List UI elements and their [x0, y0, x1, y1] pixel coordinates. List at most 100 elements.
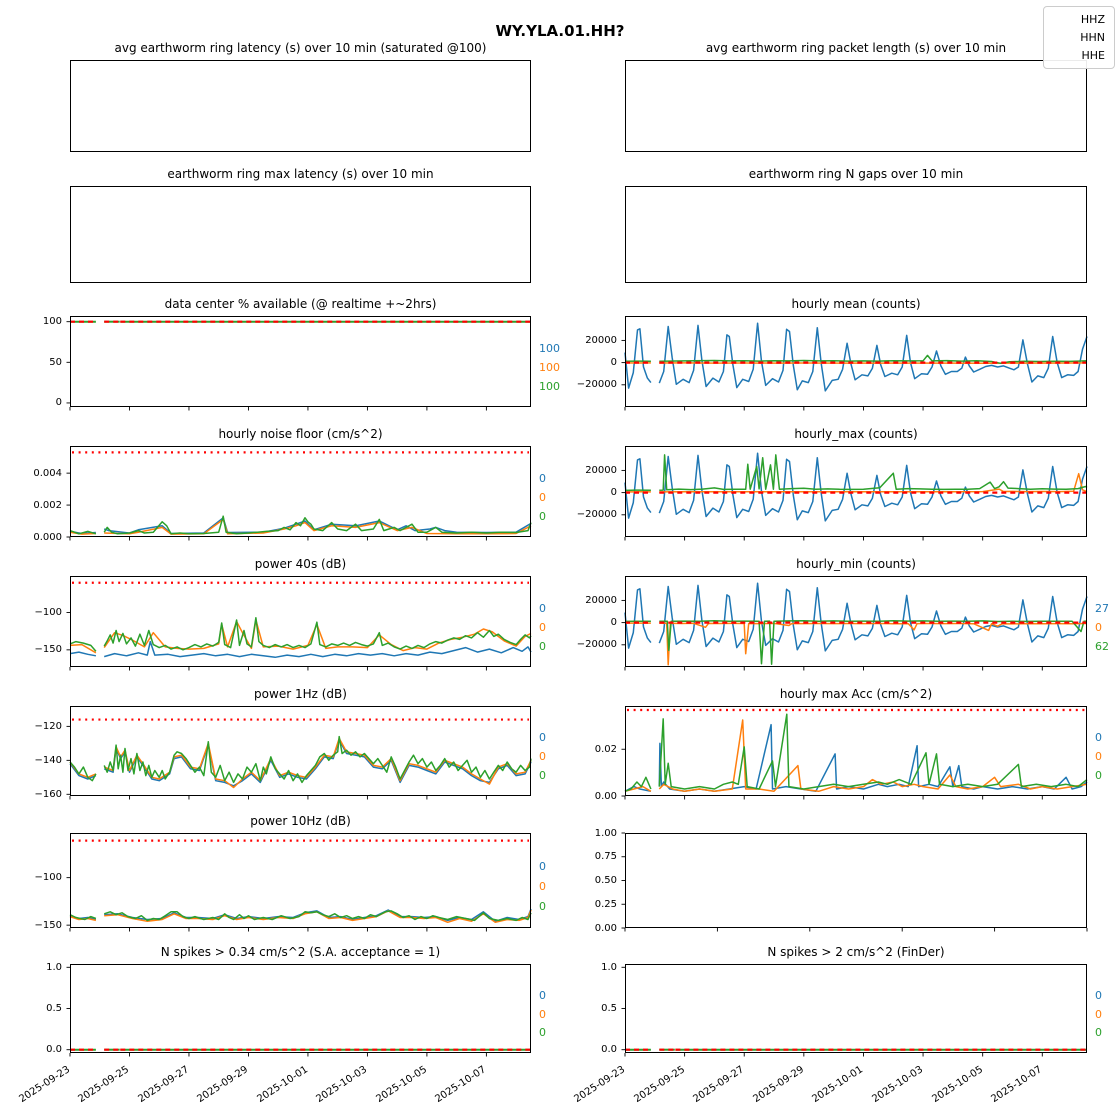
y-tick-label: 0 [610, 617, 617, 629]
plot-axes [625, 60, 1087, 152]
series-line-HHZ [69, 763, 97, 780]
legend-item-hhz: HHZ [1080, 12, 1105, 26]
series-line-HHN [658, 719, 1088, 793]
y-tick-label: −160 [34, 788, 62, 800]
y-tick-label: 0.004 [33, 467, 62, 479]
y-tick-label: 0.00 [594, 922, 617, 934]
axes-border [70, 60, 531, 152]
series-line-HHN [69, 531, 96, 535]
right-value-label: 0 [539, 860, 546, 874]
y-tick-label: 20000 [585, 334, 617, 346]
y-tick-label: 20000 [585, 464, 617, 476]
series-line-HHZ [658, 582, 1088, 652]
right-value-label: 0 [539, 639, 546, 653]
right-value-label: 0 [539, 900, 546, 914]
right-value-label: 0 [539, 471, 546, 485]
axes-border [625, 60, 1087, 152]
axes-border [70, 964, 531, 1053]
right-value-label: 100 [539, 379, 560, 393]
y-tick-label: 100 [42, 316, 62, 328]
right-value-label: 0 [539, 620, 546, 634]
axes-border [625, 833, 1087, 928]
channel-legend: HHZ HHN HHE [1043, 6, 1115, 69]
y-tick-label: −100 [34, 607, 62, 619]
series-line-HHZ [658, 452, 1088, 522]
y-tick-label: 50 [49, 356, 62, 368]
right-value-label: 62 [1095, 639, 1109, 653]
y-tick-label: 0.5 [46, 1003, 62, 1014]
right-value-label: 27 [1095, 601, 1109, 615]
plot-title: hourly_max (counts) [794, 427, 918, 441]
series-line-HHE [69, 640, 97, 652]
series-line-HHE [103, 617, 532, 651]
plot-axes [66, 576, 532, 671]
series-line-HHE [103, 735, 532, 784]
plot-axes [66, 833, 532, 932]
y-tick-label: 0.00 [594, 790, 617, 802]
axes-border [70, 576, 531, 667]
y-tick-label: 0.000 [33, 531, 62, 543]
series-line-HHZ [624, 458, 652, 519]
plot-title: hourly mean (counts) [791, 297, 921, 311]
legend-item-hhn: HHN [1080, 30, 1105, 44]
plot-title: earthworm ring max latency (s) over 10 m… [167, 167, 434, 181]
right-value-label: 100 [539, 341, 560, 355]
y-tick-label: −120 [34, 720, 62, 732]
y-tick-label: 0 [610, 357, 617, 369]
axes-border [625, 446, 1087, 537]
right-value-label: 0 [1095, 620, 1102, 634]
series-line-HHE [103, 910, 532, 922]
plot-axes [621, 446, 1088, 541]
y-tick-label: 0.02 [594, 743, 617, 755]
series-line-HHN [104, 518, 532, 535]
y-tick-label: −150 [34, 644, 62, 656]
plot-axes [66, 446, 532, 541]
right-value-label: 0 [539, 750, 546, 764]
y-tick-label: 1.0 [46, 961, 62, 973]
series-line-HHZ [658, 723, 1088, 793]
series-line-HHE [659, 354, 1088, 365]
y-tick-label: 0.5 [601, 1003, 617, 1014]
figure-title: WY.YLA.01.HH? [495, 22, 625, 40]
right-value-label: 0 [539, 989, 546, 1003]
plot-title: avg earthworm ring packet length (s) ove… [705, 41, 1007, 55]
plot-axes [621, 832, 1088, 932]
plot-title: avg earthworm ring latency (s) over 10 m… [114, 41, 487, 55]
right-value-label: 0 [1095, 750, 1102, 764]
series-line-HHE [69, 914, 97, 921]
axes-border [70, 186, 531, 283]
right-value-label: 0 [1095, 1007, 1102, 1021]
right-value-label: 0 [539, 880, 546, 894]
plot-title: power 40s (dB) [254, 557, 347, 571]
plot-title: power 10Hz (dB) [250, 814, 351, 828]
plot-axes [66, 706, 532, 800]
plot-title: hourly_min (counts) [796, 557, 916, 571]
right-value-label: 0 [1095, 731, 1102, 745]
axes-border [70, 833, 531, 928]
right-value-label: 0 [539, 769, 546, 783]
y-tick-label: −20000 [576, 379, 617, 391]
plot-axes [625, 186, 1087, 283]
series-line-HHN [69, 643, 97, 654]
right-value-label: 0 [539, 731, 546, 745]
plot-title: N spikes > 2 cm/s^2 (FinDer) [767, 945, 945, 959]
plot-axes [70, 60, 531, 152]
y-tick-label: 0.002 [33, 499, 62, 511]
y-tick-label: 0 [55, 397, 62, 409]
plot-title: hourly max Acc (cm/s^2) [779, 687, 933, 701]
axes-border [70, 706, 531, 796]
series-line-HHZ [103, 640, 532, 659]
y-tick-label: −100 [34, 872, 62, 884]
right-value-label: 0 [539, 601, 546, 615]
right-value-label: 0 [539, 1026, 546, 1040]
plot-title: power 1Hz (dB) [254, 687, 347, 701]
axes-border [625, 316, 1087, 407]
y-tick-label: 20000 [585, 594, 617, 606]
y-tick-label: −150 [34, 919, 62, 931]
y-tick-label: −20000 [576, 509, 617, 521]
y-tick-label: 0.25 [594, 898, 617, 910]
right-value-label: 0 [539, 490, 546, 504]
plot-axes [621, 706, 1088, 800]
y-tick-label: −20000 [576, 639, 617, 651]
plot-axes [621, 316, 1088, 411]
